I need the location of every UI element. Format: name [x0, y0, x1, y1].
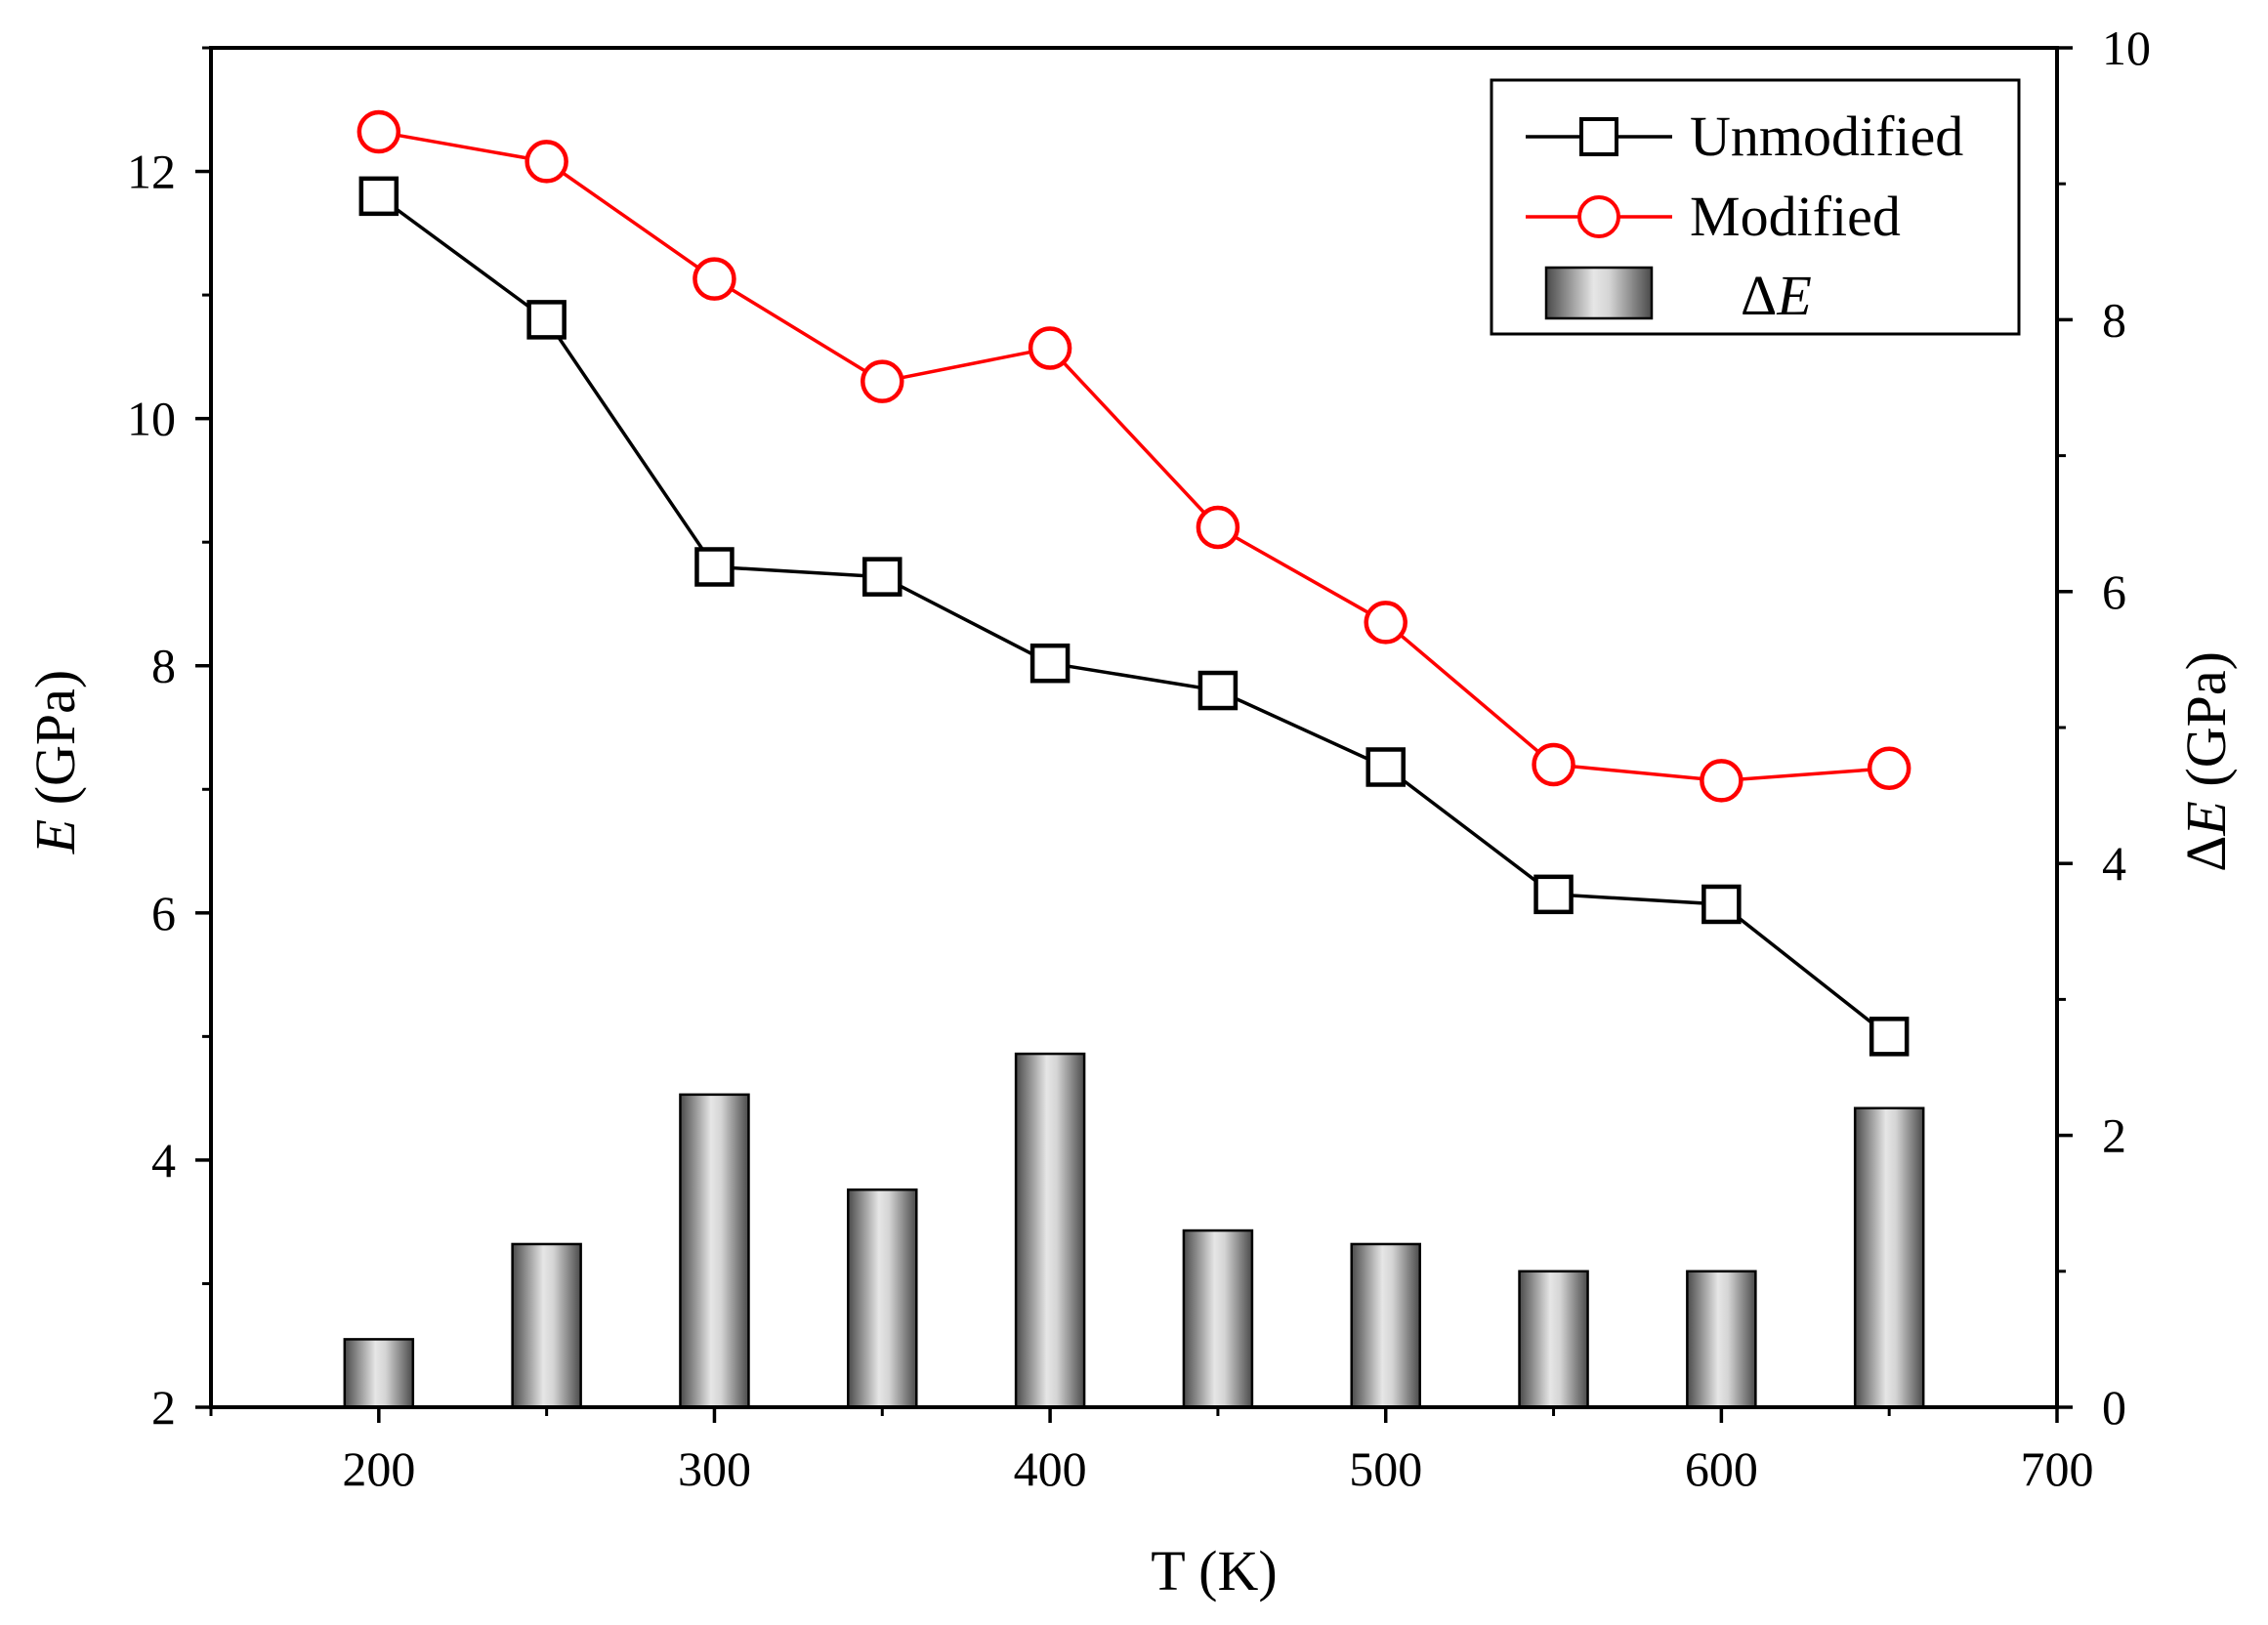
- modified-point: [357, 109, 401, 154]
- y-right-tick-label-6: 6: [2102, 564, 2126, 619]
- modified-point: [1867, 746, 1911, 791]
- y-right-tick-label-0: 0: [2102, 1380, 2126, 1435]
- unmodified-point: [1533, 874, 1574, 915]
- unmodified-point: [694, 547, 735, 587]
- y-right-tick-label-8: 8: [2102, 292, 2126, 347]
- delta-e-bar: [1350, 1242, 1421, 1409]
- delta-e-bar: [343, 1338, 415, 1409]
- modified-point: [693, 257, 736, 301]
- legend-square-marker: [1579, 117, 1618, 156]
- bars-layer: [343, 1052, 1925, 1409]
- axes-layer: 200 300 400 500 600 700 2 4 6 8 10 12 0 2 4 6 8 10: [127, 21, 2151, 1496]
- legend: Unmodified Modified ΔE: [1490, 78, 2021, 336]
- x-tick-label-700: 700: [2021, 1441, 2094, 1496]
- modified-point: [1364, 601, 1407, 645]
- legend-entry-unmodified: Unmodified: [1526, 104, 1963, 168]
- delta-e-bar: [1518, 1270, 1589, 1409]
- delta-e-bar: [1014, 1052, 1086, 1409]
- legend-label-delta-e: ΔE: [1741, 264, 1812, 327]
- y-axis-left-title: E (GPa): [23, 670, 87, 854]
- modified-point: [525, 140, 568, 184]
- legend-label-unmodified: Unmodified: [1690, 104, 1963, 168]
- y-left-tick-label-2: 2: [151, 1380, 176, 1435]
- delta-e-bar: [847, 1188, 918, 1409]
- y-left-tick-label-8: 8: [151, 639, 176, 693]
- modified-line: [378, 130, 1890, 783]
- unmodified-point: [358, 176, 399, 217]
- y-left-tick-label-10: 10: [127, 392, 176, 446]
- legend-entry-modified: Modified: [1526, 185, 1901, 248]
- unmodified-point: [862, 557, 903, 597]
- y-left-tick-label-4: 4: [151, 1133, 176, 1188]
- y-right-tick-label-2: 2: [2102, 1108, 2126, 1163]
- y-right-tick-label-4: 4: [2102, 836, 2126, 891]
- delta-e-bar: [1182, 1229, 1254, 1409]
- y-left-tick-label-6: 6: [151, 886, 176, 940]
- x-tick-label-500: 500: [1349, 1441, 1422, 1496]
- lines-layer: [357, 109, 1911, 1057]
- modified-point: [861, 359, 904, 403]
- legend-bar-swatch: [1544, 266, 1654, 320]
- unmodified-point: [1701, 884, 1742, 925]
- delta-e-bar: [1686, 1270, 1757, 1409]
- modified-point: [1532, 742, 1575, 787]
- modified-point: [1700, 759, 1743, 803]
- y-axis-right-title: ΔE (GPa): [2174, 651, 2238, 872]
- unmodified-point: [1197, 670, 1239, 711]
- legend-entry-delta-e: ΔE: [1544, 264, 1812, 327]
- unmodified-point: [1029, 643, 1071, 684]
- unmodified-line: [377, 194, 1891, 1038]
- legend-label-modified: Modified: [1690, 185, 1901, 248]
- x-tick-label-300: 300: [678, 1441, 751, 1496]
- delta-e-bar: [511, 1242, 582, 1409]
- x-tick-label-200: 200: [342, 1441, 415, 1496]
- unmodified-point: [1869, 1017, 1910, 1057]
- modified-point: [1028, 326, 1072, 370]
- x-tick-label-600: 600: [1685, 1441, 1758, 1496]
- y-left-tick-label-12: 12: [127, 145, 176, 199]
- x-axis-title: T (K): [1151, 1539, 1277, 1603]
- delta-e-bar: [1853, 1106, 1925, 1409]
- delta-e-bar: [679, 1093, 750, 1409]
- legend-circle-marker: [1577, 195, 1620, 238]
- modified-point: [1196, 505, 1240, 550]
- y-right-tick-label-10: 10: [2102, 21, 2151, 75]
- unmodified-point: [526, 300, 567, 340]
- unmodified-point: [1365, 747, 1406, 787]
- x-tick-label-400: 400: [1014, 1441, 1087, 1496]
